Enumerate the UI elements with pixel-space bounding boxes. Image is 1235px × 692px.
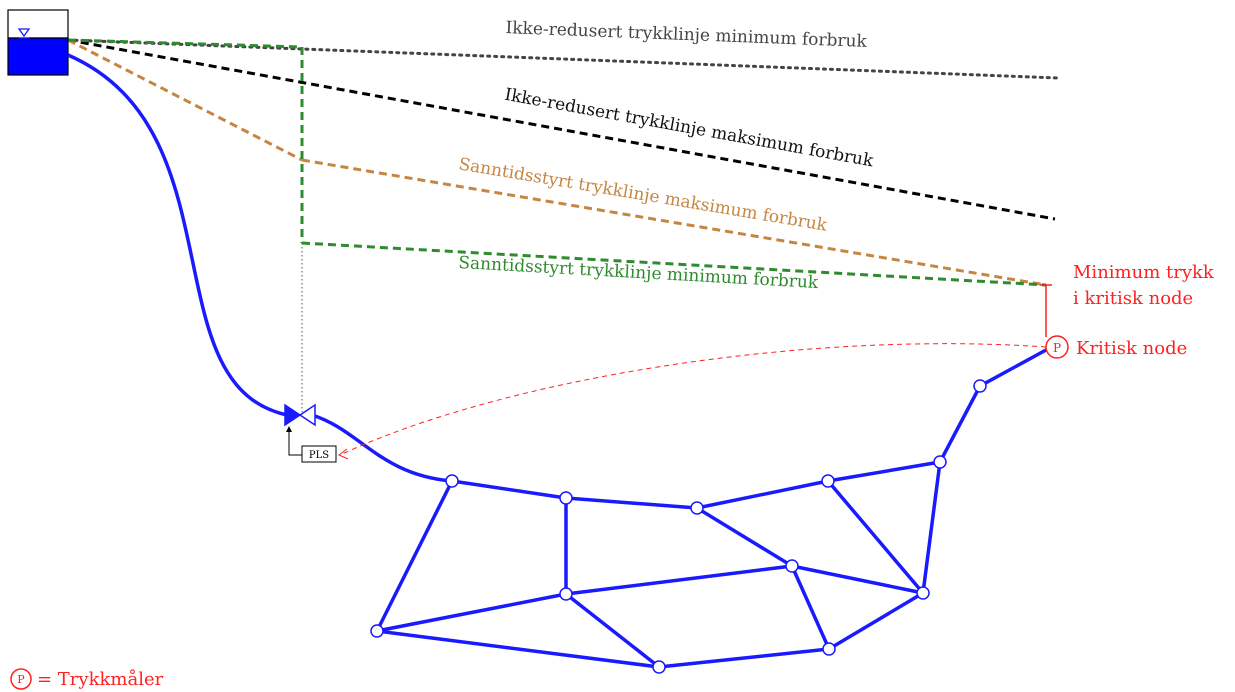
legend-text: = Trykkmåler [37, 668, 164, 690]
critical-pressure-marker [1040, 284, 1052, 337]
label-min-trykk-1: Minimum trykk [1073, 262, 1215, 283]
label-ikke-min: Ikke-redusert trykklinje minimum forbruk [505, 18, 868, 52]
legend: P = Trykkmåler [10, 668, 164, 690]
network-node [559, 587, 573, 601]
legend-sensor-icon: P [10, 668, 32, 690]
network-node [785, 559, 799, 573]
label-sann-min: Sanntidsstyrt trykklinje minimum forbruk [458, 253, 819, 293]
network-node [690, 501, 704, 515]
valve-outlet-pipe [311, 413, 453, 483]
network-node [652, 660, 666, 674]
network-node [933, 455, 947, 469]
network-node [370, 624, 384, 638]
signal-line [339, 343, 1047, 456]
ikke-max-pressure-line [67, 38, 1056, 221]
pressure-lines [66, 38, 1060, 412]
sann-max-pressure-line-2 [301, 158, 1047, 287]
legend-symbol: P [17, 673, 25, 686]
network-nodes [370, 379, 987, 674]
signal-arrowhead [338, 448, 349, 460]
network-node [973, 379, 987, 393]
network-node [916, 586, 930, 600]
pls-label: PLS [309, 450, 329, 461]
sann-min-pressure-line-3 [301, 241, 1047, 287]
ikke-min-pressure-line [66, 38, 1060, 80]
network-node [822, 642, 836, 656]
pressure-sensor-icon: P [1045, 335, 1069, 359]
label-kritisk-node: Kritisk node [1076, 338, 1187, 359]
label-min-trykk-2: i kritisk node [1073, 288, 1193, 309]
supply-pipe [67, 53, 288, 417]
reservoir-tank-icon [7, 9, 69, 76]
network-node [559, 491, 573, 505]
pipe-network [375, 348, 1048, 669]
pressure-reducing-valve-icon [284, 403, 316, 427]
sann-min-pressure-line-1 [67, 38, 303, 49]
network-node [445, 474, 459, 488]
network-node [821, 474, 835, 488]
pls-controller-icon: PLS [286, 426, 337, 463]
sensor-symbol: P [1053, 341, 1061, 355]
sann-max-pressure-line-1 [67, 38, 303, 162]
